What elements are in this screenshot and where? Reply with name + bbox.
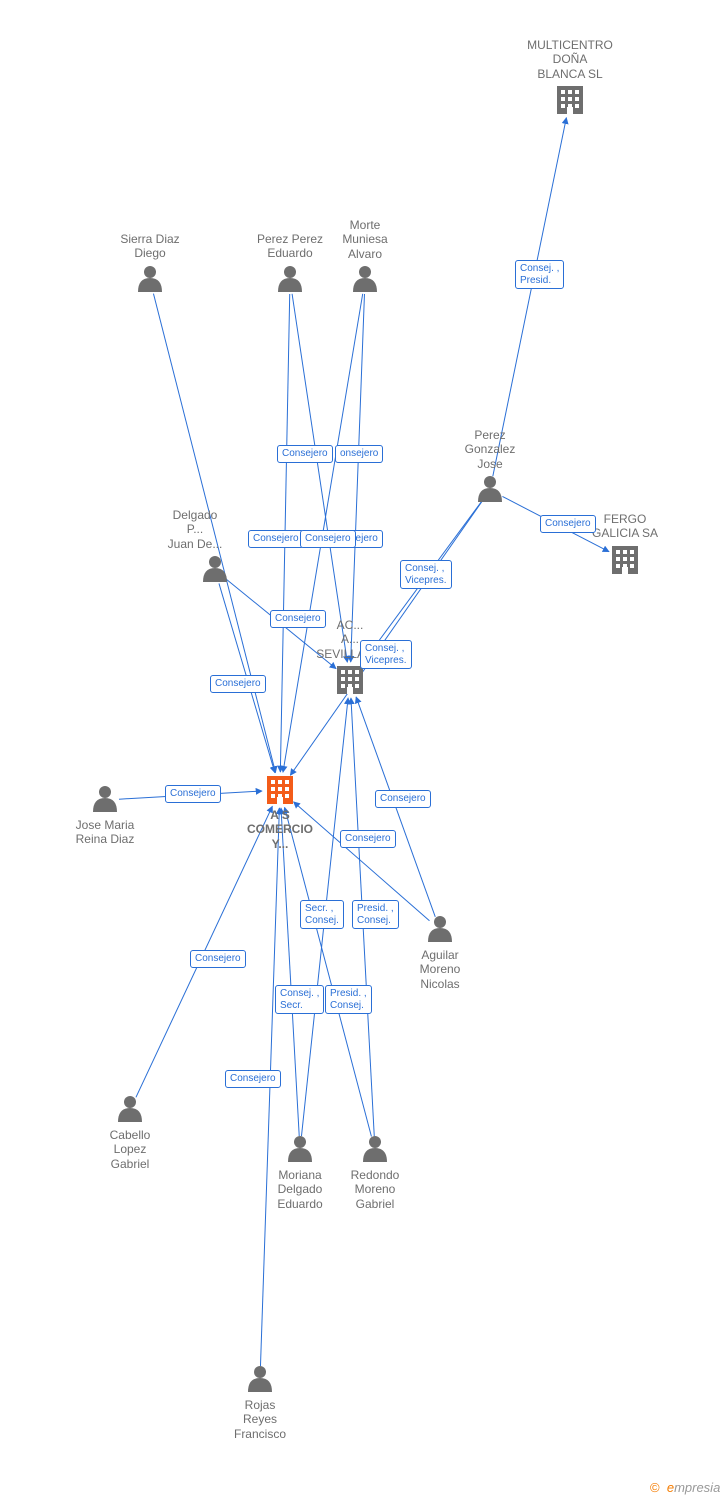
node-label: Aguilar Moreno Nicolas: [395, 948, 485, 991]
node-label: Jose Maria Reina Diaz: [60, 818, 150, 847]
person-icon[interactable]: [118, 1096, 142, 1122]
node-label: MULTICENTRO DOÑA BLANCA SL: [525, 38, 615, 81]
watermark-e: e: [663, 1480, 674, 1495]
edge-label: Consejero: [165, 785, 221, 803]
edge-label: Presid. , Consej.: [325, 985, 372, 1014]
copyright-symbol: ©: [650, 1480, 660, 1495]
node-label: Redondo Moreno Gabriel: [330, 1168, 420, 1211]
node-label: Rojas Reyes Francisco: [215, 1398, 305, 1441]
person-icon[interactable]: [138, 266, 162, 292]
edge-label: Consejero: [340, 830, 396, 848]
edge-label: Consejero: [248, 530, 304, 548]
building-icon[interactable]: [337, 666, 363, 694]
node-label: A S COMERCIO Y...: [235, 808, 325, 851]
edge-label: Consejero: [210, 675, 266, 693]
node-label: Delgado P... Juan De...: [150, 508, 240, 551]
edge-label: Presid. , Consej.: [352, 900, 399, 929]
edge-label: Consejero: [225, 1070, 281, 1088]
person-icon[interactable]: [428, 916, 452, 942]
edge-label: onsejero: [335, 445, 383, 463]
edge: [493, 118, 567, 477]
edge-label: Secr. , Consej.: [300, 900, 344, 929]
edge: [281, 808, 299, 1136]
person-icon[interactable]: [478, 476, 502, 502]
node-label: Perez Gonzalez Jose: [445, 428, 535, 471]
watermark-brand: mpresia: [674, 1480, 720, 1495]
edge-label: Consej. , Presid.: [515, 260, 564, 289]
edge: [285, 807, 372, 1136]
person-icon[interactable]: [363, 1136, 387, 1162]
edge-label: Consejero: [270, 610, 326, 628]
person-icon[interactable]: [288, 1136, 312, 1162]
person-icon[interactable]: [93, 786, 117, 812]
watermark: © empresia: [650, 1480, 720, 1495]
person-icon[interactable]: [248, 1366, 272, 1392]
edge-label: Consej. , Vicepres.: [400, 560, 452, 589]
building-icon[interactable]: [267, 776, 293, 804]
person-icon[interactable]: [353, 266, 377, 292]
edge-label: Consejero: [190, 950, 246, 968]
edge: [292, 294, 347, 662]
edge-label: Consej. , Secr.: [275, 985, 324, 1014]
building-icon[interactable]: [557, 86, 583, 114]
edge-label: Consejero: [540, 515, 596, 533]
person-icon[interactable]: [278, 266, 302, 292]
building-icon[interactable]: [612, 546, 638, 574]
edge-label: Consejero: [277, 445, 333, 463]
node-label: Sierra Diaz Diego: [105, 232, 195, 261]
edge-label: Consej. , Vicepres.: [360, 640, 412, 669]
node-label: Morte Muniesa Alvaro: [320, 218, 410, 261]
edge-label: Consejero: [375, 790, 431, 808]
edge-label: Consejero: [300, 530, 356, 548]
edge: [351, 294, 365, 662]
node-label: Cabello Lopez Gabriel: [85, 1128, 175, 1171]
